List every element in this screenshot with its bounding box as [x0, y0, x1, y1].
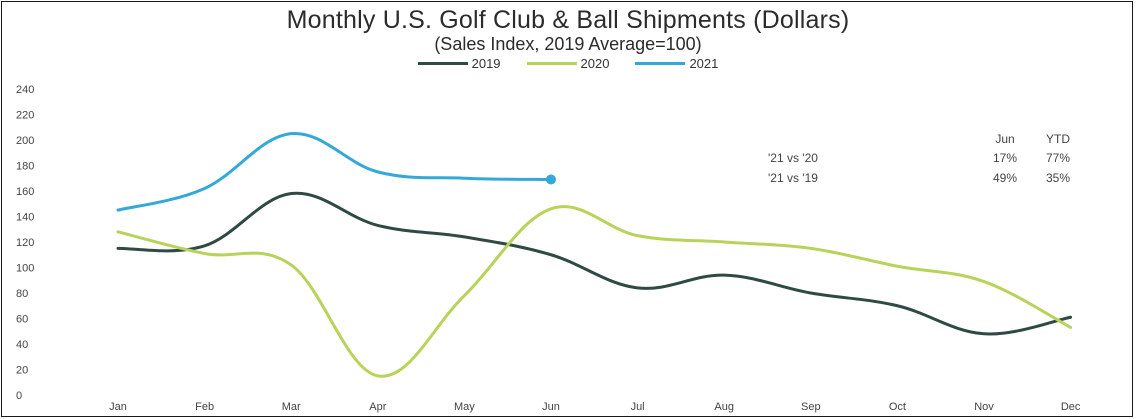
x-tick-label: Sep — [801, 401, 821, 413]
legend-swatch-2020 — [526, 62, 577, 65]
y-tick-label: 40 — [16, 339, 28, 351]
y-tick-label: 160 — [16, 186, 34, 198]
x-tick-label: Jan — [109, 401, 127, 413]
legend-item-2020: 2020 — [526, 56, 610, 71]
series-line-2021 — [116, 132, 553, 212]
chart-title: Monthly U.S. Golf Club & Ball Shipments … — [286, 6, 850, 34]
y-tick-label: 60 — [16, 314, 28, 326]
comparison-table: Jun YTD '21 vs '20 17% 77% '21 vs '19 49… — [768, 132, 1070, 185]
x-tick-label: Oct — [889, 401, 906, 413]
y-tick-label: 140 — [16, 212, 34, 224]
series-line-2020 — [116, 205, 1073, 378]
legend-label-2021: 2021 — [689, 56, 719, 71]
y-tick-label: 120 — [16, 237, 34, 249]
legend-swatch-2021 — [635, 62, 686, 65]
y-tick-label: 20 — [16, 365, 28, 377]
y-tick-label: 0 — [16, 390, 22, 402]
series-end-marker-2021 — [546, 174, 556, 185]
y-tick-label: 180 — [16, 161, 34, 173]
table-cell-ytd: 77% — [1046, 151, 1070, 165]
table-header-ytd: YTD — [1046, 132, 1070, 146]
x-tick-label: Jul — [631, 401, 645, 413]
x-tick-label: Mar — [282, 401, 301, 413]
table-row-label: '21 vs '20 — [768, 151, 818, 165]
table-row-label: '21 vs '19 — [768, 171, 818, 185]
table-header-jun: Jun — [995, 132, 1014, 146]
x-tick-label: Apr — [369, 401, 386, 413]
x-tick-label: May — [454, 401, 475, 413]
x-tick-label: Jun — [542, 401, 560, 413]
legend-swatch-2019 — [417, 62, 468, 65]
table-cell-jun: 49% — [993, 171, 1017, 185]
legend-item-2019: 2019 — [417, 56, 501, 71]
y-tick-label: 200 — [16, 135, 34, 147]
chart-subtitle: (Sales Index, 2019 Average=100) — [434, 34, 702, 54]
legend-item-2021: 2021 — [635, 56, 718, 71]
chart-legend: 2019 2020 2021 — [0, 56, 1136, 71]
y-tick-label: 220 — [16, 110, 34, 122]
legend-label-2019: 2019 — [471, 56, 501, 71]
x-tick-label: Nov — [974, 401, 994, 413]
table-cell-jun: 17% — [993, 151, 1017, 165]
series-line-2019 — [116, 191, 1073, 336]
x-tick-label: Aug — [714, 401, 734, 413]
series-layer — [116, 132, 1073, 378]
x-tick-label: Dec — [1061, 401, 1081, 413]
x-axis: Jan Feb Mar Apr May Jun Jul Aug Sep Oct Nov Dec — [109, 401, 1081, 413]
y-tick-label: 80 — [16, 288, 28, 300]
y-tick-label: 100 — [16, 263, 34, 275]
y-axis: 0 20 40 60 80 100 120 140 160 180 200 220 240 — [16, 84, 34, 402]
table-cell-ytd: 35% — [1046, 171, 1070, 185]
x-tick-label: Feb — [195, 401, 214, 413]
legend-label-2020: 2020 — [580, 56, 610, 71]
y-tick-label: 240 — [16, 84, 34, 96]
